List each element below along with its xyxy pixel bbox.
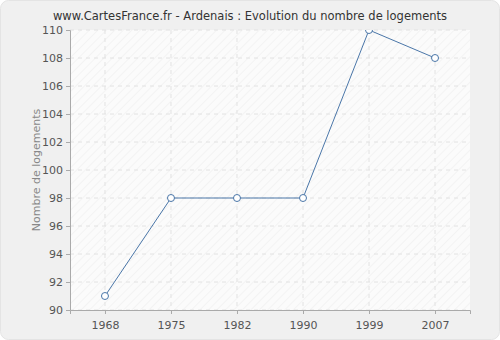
y-tick: 98 [49,192,70,205]
y-tick-mark [66,310,70,311]
y-tick-mark [66,198,70,199]
y-tick-mark [66,30,70,31]
data-line [105,30,435,296]
y-tick-mark [66,170,70,171]
x-tick: 1990 [290,310,318,332]
grid-line [70,86,470,87]
y-tick-label: 104 [42,108,63,121]
grid-line [70,142,470,143]
y-tick: 100 [42,164,70,177]
x-tick-label: 1999 [356,319,384,332]
y-tick-label: 96 [49,220,63,233]
grid-line [70,170,470,171]
y-tick-label: 92 [49,276,63,289]
grid-line [70,226,470,227]
y-tick-label: 90 [49,304,63,317]
y-tick-mark [66,226,70,227]
y-tick-mark [66,254,70,255]
y-axis-title: Nombre de logements [30,108,43,231]
data-point [300,195,307,202]
x-tick: 2007 [422,310,450,332]
y-tick: 90 [49,304,70,317]
plot [101,30,438,300]
x-tick-label: 1968 [91,319,119,332]
data-point [101,293,108,300]
x-tick: 1982 [223,310,251,332]
y-tick: 110 [42,24,70,37]
plot-area [70,30,470,310]
grid-line-x [303,30,304,310]
grid-line-x [104,30,105,310]
x-tick-label: 2007 [422,319,450,332]
y-tick-label: 110 [42,24,63,37]
x-tick-label: 1990 [290,319,318,332]
x-tick-mark [171,310,172,314]
grid-line-x [435,30,436,310]
grid-line [70,30,470,31]
x-tick-mark [105,310,106,314]
x-tick-label: 1982 [223,319,251,332]
y-tick-label: 108 [42,52,63,65]
chart: 90 92 94 96 98 100 102 104 106 108 110 1968 1975 1982… [0,0,500,340]
y-tick: 92 [49,276,70,289]
y-axis: 90 92 94 96 98 100 102 104 106 108 110 [42,24,71,317]
y-tick-mark [66,142,70,143]
x-tick-mark [369,310,370,314]
y-tick-label: 102 [42,136,63,149]
grid-line-x [369,30,370,310]
grid-line [70,254,470,255]
title: www.CartesFrance.fr - Ardenais : Evoluti… [53,9,447,23]
y-tick: 106 [42,80,70,93]
x-tick-label: 1975 [157,319,185,332]
y-tick-label: 94 [49,248,63,261]
y-tick-mark [66,282,70,283]
grid-line [70,58,470,59]
y-tick: 108 [42,52,70,65]
data-point [432,55,439,62]
y-tick-mark [66,114,70,115]
grid-line [70,282,470,283]
x-axis: 1968 1975 1982 1990 1999 2007 [71,310,471,332]
x-tick-mark [237,310,238,314]
data-point [233,195,240,202]
y-tick-label: 100 [42,164,63,177]
grid-line-x [170,30,171,310]
y-tick: 94 [49,248,70,261]
x-axis-line [71,311,471,315]
x-tick-mark [435,310,436,314]
y-tick-label: 106 [42,80,63,93]
y-tick-mark [66,86,70,87]
grid-line [70,114,470,115]
y-tick: 104 [42,108,70,121]
y-tick: 96 [49,220,70,233]
grid [70,30,470,310]
data-point [167,195,174,202]
x-tick: 1999 [356,310,384,332]
background [1,1,500,340]
data-point [366,30,373,34]
x-tick-mark [303,310,304,314]
grid-line-x [236,30,237,310]
y-tick-label: 98 [49,192,63,205]
x-tick: 1975 [157,310,185,332]
x-tick: 1968 [91,310,119,332]
y-tick-mark [66,58,70,59]
y-tick: 102 [42,136,70,149]
y-axis-line [66,31,71,311]
